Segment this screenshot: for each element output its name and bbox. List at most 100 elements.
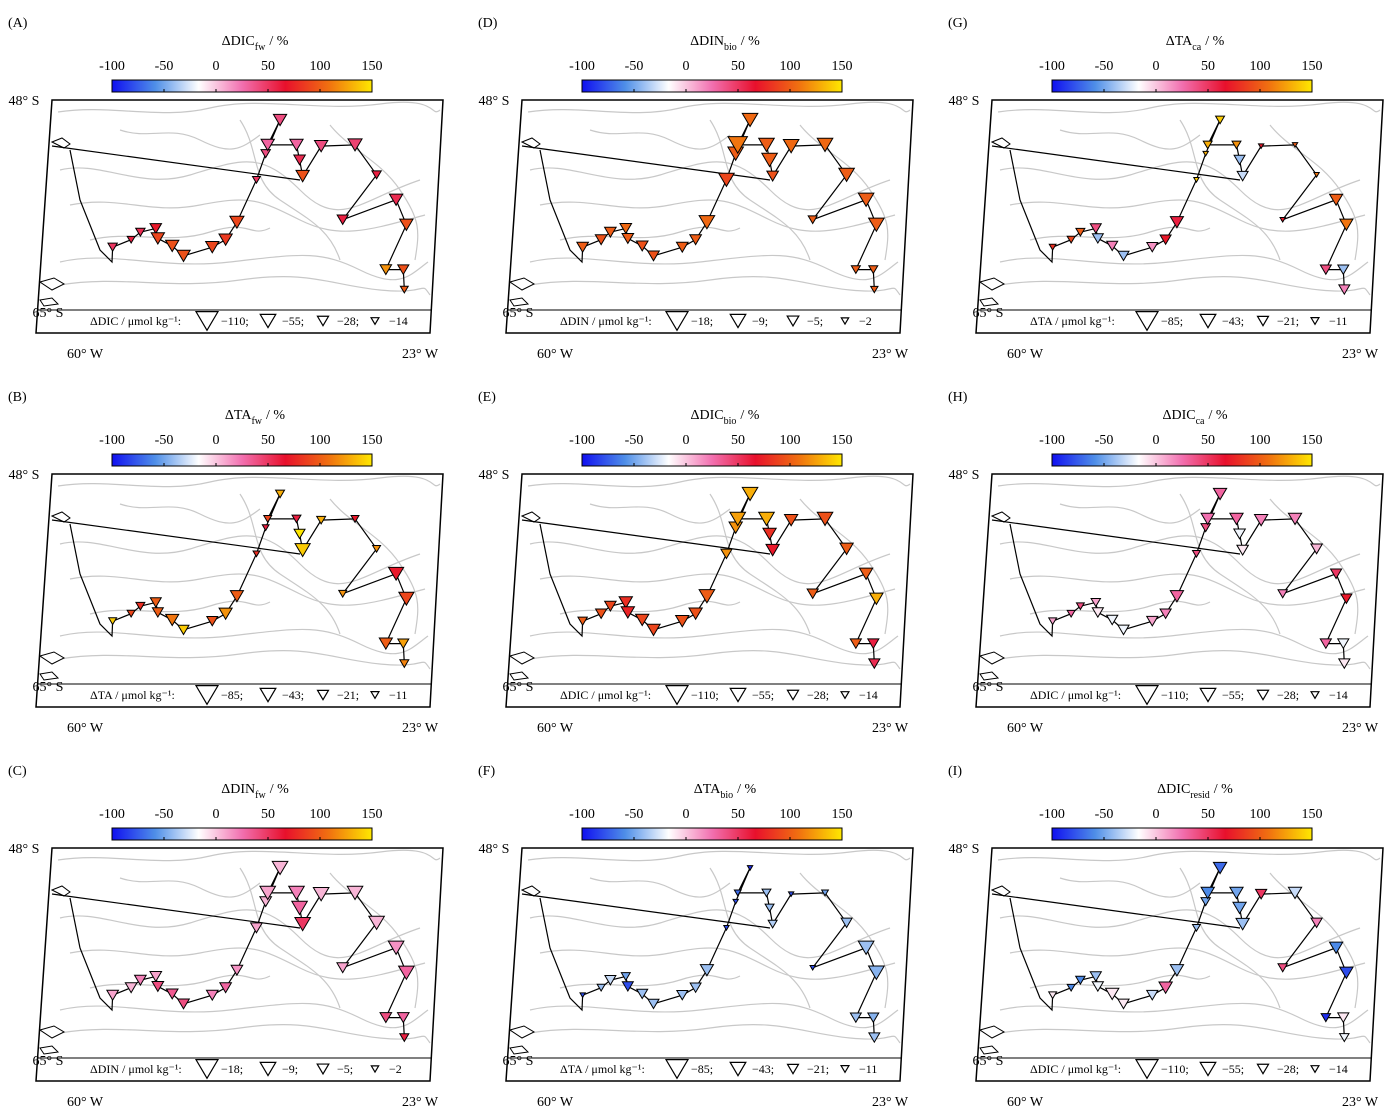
station-marker — [866, 1012, 880, 1024]
colorbar — [111, 79, 373, 93]
bathymetry-contour — [59, 650, 431, 670]
title-variable: ΔTA — [1166, 34, 1193, 49]
panel: (F) ΔTAbio / % -100 -50 0 50 100 150 ΔTA / μmol k… — [478, 764, 914, 1108]
station-marker — [1091, 981, 1105, 993]
bathymetry-contour — [529, 628, 899, 655]
colorbar-tick-label: 150 — [362, 433, 383, 448]
station-marker — [1310, 917, 1324, 929]
station-marker — [134, 227, 146, 238]
station-marker — [252, 550, 261, 558]
bathymetry-contour — [69, 573, 426, 606]
station-marker — [149, 223, 163, 235]
station-marker — [1313, 172, 1321, 179]
coastline — [978, 885, 1011, 1055]
legend-symbol — [729, 313, 747, 329]
station-marker — [1075, 602, 1086, 611]
station-marker — [251, 175, 262, 185]
station-marker — [733, 889, 742, 897]
station-marker — [1066, 983, 1076, 992]
station-marker — [1105, 614, 1119, 626]
bathymetry-contour — [1269, 498, 1359, 635]
station-marker — [150, 232, 166, 246]
bathymetry-contour — [559, 226, 741, 241]
station-marker — [757, 511, 776, 527]
station-marker — [274, 489, 286, 499]
legend-value: −11 — [859, 1062, 877, 1076]
title-subscript: bio — [724, 416, 737, 427]
legend-symbol — [194, 685, 220, 706]
panel-title: ΔDINbio / % — [690, 34, 760, 53]
legend-symbol — [316, 689, 330, 701]
station-marker — [635, 988, 649, 1000]
station-marker — [1145, 989, 1159, 1001]
bathymetry-contour — [997, 475, 1381, 488]
station-marker — [367, 915, 386, 931]
legend-label: ΔDIN / μmol kg⁻¹: — [560, 314, 652, 328]
bathymetry-contour — [999, 254, 1369, 281]
legend-label: ΔDIC / μmol kg⁻¹: — [1030, 1062, 1121, 1076]
station-marker — [1235, 917, 1251, 931]
colorbar-tick-label: 100 — [1250, 807, 1271, 822]
coastline — [38, 511, 71, 681]
station-marker — [866, 638, 880, 650]
station-marker — [379, 1012, 393, 1024]
station-marker — [1066, 609, 1076, 618]
colorbar-tick-label: 50 — [731, 807, 745, 822]
station-marker — [1169, 964, 1185, 977]
title-subscript: fw — [251, 416, 262, 427]
station-marker — [378, 637, 394, 651]
station-marker — [689, 982, 702, 994]
ship-track — [69, 119, 408, 290]
lat-label: 48° S — [479, 94, 510, 109]
station-marker — [347, 138, 363, 152]
panel-label: (C) — [8, 764, 27, 779]
lon-label: 60° W — [1007, 721, 1044, 736]
station-marker — [646, 250, 661, 262]
station-marker — [124, 982, 138, 994]
panel: (H) ΔDICca / % -100 -50 0 50 100 150 ΔDIC / μmol … — [948, 390, 1384, 736]
station-marker — [1212, 861, 1228, 875]
bathymetry-contour — [329, 498, 419, 635]
station-marker — [177, 624, 190, 636]
lon-label: 60° W — [67, 721, 104, 736]
bathymetry-contour — [529, 276, 901, 296]
bathymetry-contour — [999, 628, 1369, 655]
station-marker — [1236, 544, 1250, 556]
station-marker — [176, 249, 192, 263]
station-marker — [1231, 140, 1242, 150]
station-marker — [783, 514, 799, 527]
legend-value: −21; — [807, 1062, 829, 1076]
legend-symbol — [1199, 1061, 1217, 1077]
legend-symbol — [1199, 687, 1217, 703]
station-marker — [249, 922, 264, 934]
station-marker — [867, 1032, 881, 1044]
station-marker — [1200, 512, 1216, 526]
station-marker — [634, 613, 650, 627]
colorbar-tick-label: 100 — [1250, 433, 1271, 448]
legend-value: −85; — [221, 688, 243, 702]
colorbar-tick-label: 50 — [261, 433, 275, 448]
bathymetry-contour — [1059, 503, 1201, 524]
legend-value: −18; — [691, 314, 713, 328]
legend-label: ΔDIN / μmol kg⁻¹: — [90, 1062, 182, 1076]
station-marker — [688, 607, 704, 621]
legend-value: −55; — [1222, 1062, 1244, 1076]
panel-title: ΔDICbio / % — [691, 408, 760, 427]
bathymetry-contour — [539, 947, 896, 980]
station-marker — [727, 136, 749, 155]
bathymetry-contour — [59, 1002, 429, 1029]
station-marker — [1328, 193, 1344, 207]
lat-label: 48° S — [949, 842, 980, 857]
station-marker — [1202, 140, 1214, 150]
panel-label: (G) — [948, 16, 968, 31]
station-marker — [1277, 589, 1289, 599]
lat-label: 65° S — [503, 680, 534, 695]
legend-symbol — [840, 691, 850, 700]
bathymetry-contour — [709, 493, 811, 635]
station-marker — [218, 982, 233, 994]
legend-value: −28; — [1277, 1062, 1299, 1076]
colorbar-tick-label: 100 — [310, 807, 331, 822]
ship-track — [539, 493, 878, 664]
panel-label: (D) — [478, 16, 498, 31]
bathymetry-contour — [239, 867, 341, 1009]
